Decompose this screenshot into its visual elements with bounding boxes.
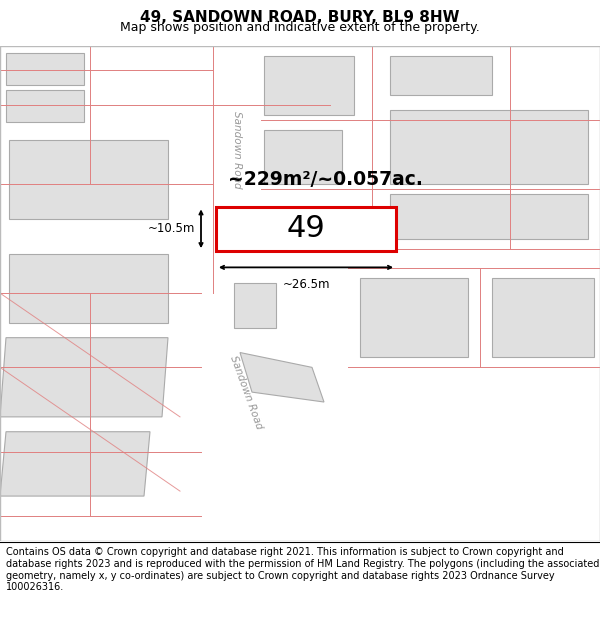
Polygon shape [9,139,168,219]
Text: ~229m²/~0.057ac.: ~229m²/~0.057ac. [228,170,423,189]
Polygon shape [216,206,396,251]
Bar [6,53,84,85]
Polygon shape [264,130,342,184]
Polygon shape [9,254,168,323]
Text: 49, SANDOWN ROAD, BURY, BL9 8HW: 49, SANDOWN ROAD, BURY, BL9 8HW [140,10,460,25]
Text: ~10.5m: ~10.5m [148,222,195,235]
Polygon shape [264,56,354,115]
Polygon shape [240,352,324,402]
Text: Contains OS data © Crown copyright and database right 2021. This information is : Contains OS data © Crown copyright and d… [6,548,599,592]
Polygon shape [201,46,261,293]
Text: Sandown Road: Sandown Road [232,111,242,188]
Text: Map shows position and indicative extent of the property.: Map shows position and indicative extent… [120,21,480,34]
Text: 49: 49 [287,214,325,243]
Polygon shape [0,432,150,496]
Polygon shape [390,56,492,95]
Text: ~26.5m: ~26.5m [282,278,330,291]
Polygon shape [0,338,168,417]
Text: Sandown Road: Sandown Road [228,354,264,430]
Polygon shape [390,194,588,239]
Polygon shape [234,283,276,328]
Polygon shape [360,278,468,358]
Bar [6,90,84,123]
Polygon shape [132,293,348,531]
Polygon shape [492,278,594,358]
Polygon shape [390,110,588,184]
